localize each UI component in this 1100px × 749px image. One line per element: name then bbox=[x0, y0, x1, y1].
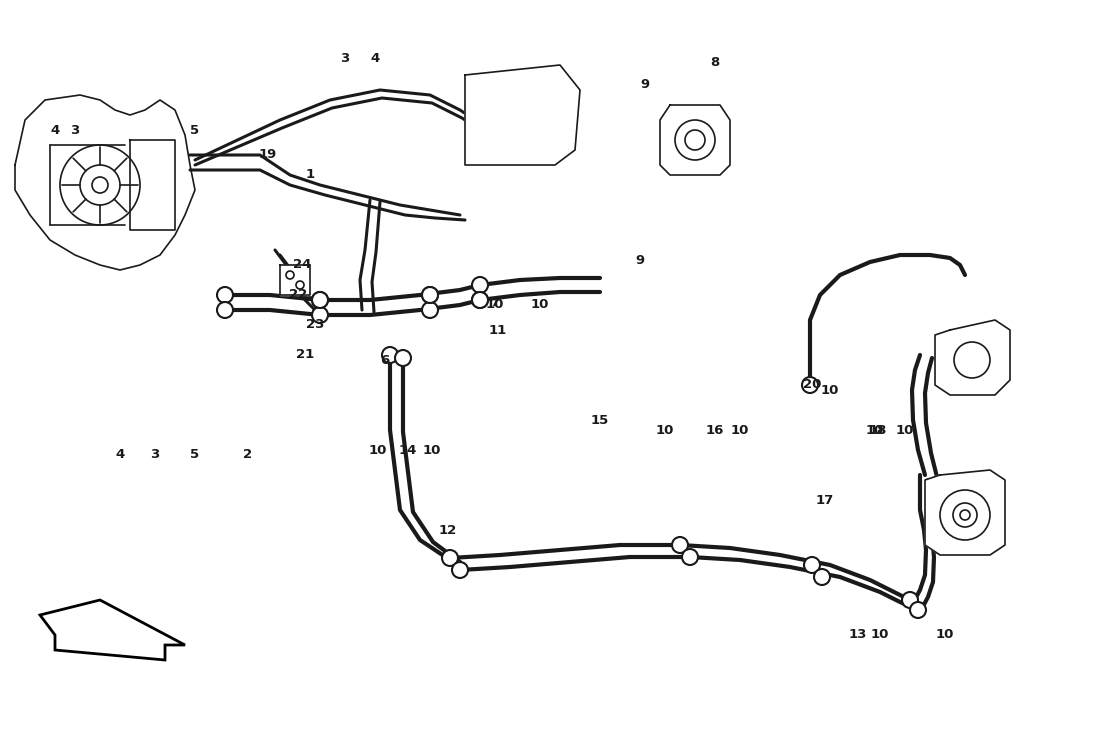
Text: 24: 24 bbox=[293, 258, 311, 271]
Polygon shape bbox=[280, 265, 310, 295]
Circle shape bbox=[910, 602, 926, 618]
Text: 3: 3 bbox=[151, 449, 160, 461]
Text: 10: 10 bbox=[730, 423, 749, 437]
Text: 3: 3 bbox=[340, 52, 350, 64]
Text: 10: 10 bbox=[656, 423, 674, 437]
Text: 14: 14 bbox=[399, 443, 417, 456]
Text: 4: 4 bbox=[371, 52, 380, 64]
Polygon shape bbox=[660, 105, 730, 175]
Text: 6: 6 bbox=[381, 354, 389, 366]
Circle shape bbox=[217, 302, 233, 318]
Circle shape bbox=[472, 292, 488, 308]
Text: 8: 8 bbox=[711, 56, 719, 70]
Text: 15: 15 bbox=[591, 413, 609, 426]
Text: 10: 10 bbox=[486, 299, 504, 312]
Circle shape bbox=[92, 177, 108, 193]
Text: 5: 5 bbox=[190, 124, 199, 136]
Text: 9: 9 bbox=[640, 79, 650, 91]
Text: 10: 10 bbox=[895, 423, 914, 437]
Text: 9: 9 bbox=[636, 253, 645, 267]
Text: 10: 10 bbox=[821, 383, 839, 396]
Text: 3: 3 bbox=[70, 124, 79, 136]
Circle shape bbox=[312, 307, 328, 323]
Text: 22: 22 bbox=[289, 288, 307, 302]
Circle shape bbox=[312, 292, 328, 308]
Text: 5: 5 bbox=[190, 449, 199, 461]
Circle shape bbox=[960, 510, 970, 520]
Text: 19: 19 bbox=[258, 148, 277, 162]
Text: 10: 10 bbox=[936, 628, 954, 641]
Text: 1: 1 bbox=[306, 169, 315, 181]
Circle shape bbox=[804, 557, 820, 573]
Text: 4: 4 bbox=[51, 124, 59, 136]
Text: 11: 11 bbox=[488, 324, 507, 336]
Circle shape bbox=[472, 292, 488, 308]
Text: 23: 23 bbox=[306, 318, 324, 332]
Text: 17: 17 bbox=[816, 494, 834, 506]
Text: 20: 20 bbox=[803, 378, 822, 392]
Circle shape bbox=[672, 537, 688, 553]
Text: 10: 10 bbox=[531, 299, 549, 312]
Circle shape bbox=[395, 350, 411, 366]
Text: 10: 10 bbox=[871, 628, 889, 641]
Text: 18: 18 bbox=[869, 423, 888, 437]
Text: 10: 10 bbox=[368, 443, 387, 456]
Circle shape bbox=[902, 592, 918, 608]
Text: 16: 16 bbox=[706, 423, 724, 437]
Circle shape bbox=[422, 287, 438, 303]
Circle shape bbox=[286, 271, 294, 279]
Text: 4: 4 bbox=[116, 449, 124, 461]
Text: 10: 10 bbox=[866, 423, 884, 437]
Circle shape bbox=[382, 347, 398, 363]
Polygon shape bbox=[15, 95, 195, 270]
Circle shape bbox=[682, 549, 698, 565]
Text: 12: 12 bbox=[439, 524, 458, 536]
Circle shape bbox=[814, 569, 830, 585]
Text: 7: 7 bbox=[491, 296, 499, 309]
Circle shape bbox=[802, 377, 818, 393]
Text: 2: 2 bbox=[243, 449, 253, 461]
Polygon shape bbox=[40, 600, 185, 660]
Circle shape bbox=[442, 550, 458, 566]
Circle shape bbox=[452, 562, 468, 578]
Circle shape bbox=[422, 302, 438, 318]
Text: 10: 10 bbox=[422, 443, 441, 456]
Text: 21: 21 bbox=[296, 348, 315, 362]
Polygon shape bbox=[925, 470, 1005, 555]
Circle shape bbox=[472, 277, 488, 293]
Circle shape bbox=[422, 287, 438, 303]
Circle shape bbox=[312, 292, 328, 308]
Polygon shape bbox=[465, 65, 580, 165]
Text: 13: 13 bbox=[849, 628, 867, 641]
Circle shape bbox=[296, 281, 304, 289]
Circle shape bbox=[217, 287, 233, 303]
Polygon shape bbox=[935, 320, 1010, 395]
